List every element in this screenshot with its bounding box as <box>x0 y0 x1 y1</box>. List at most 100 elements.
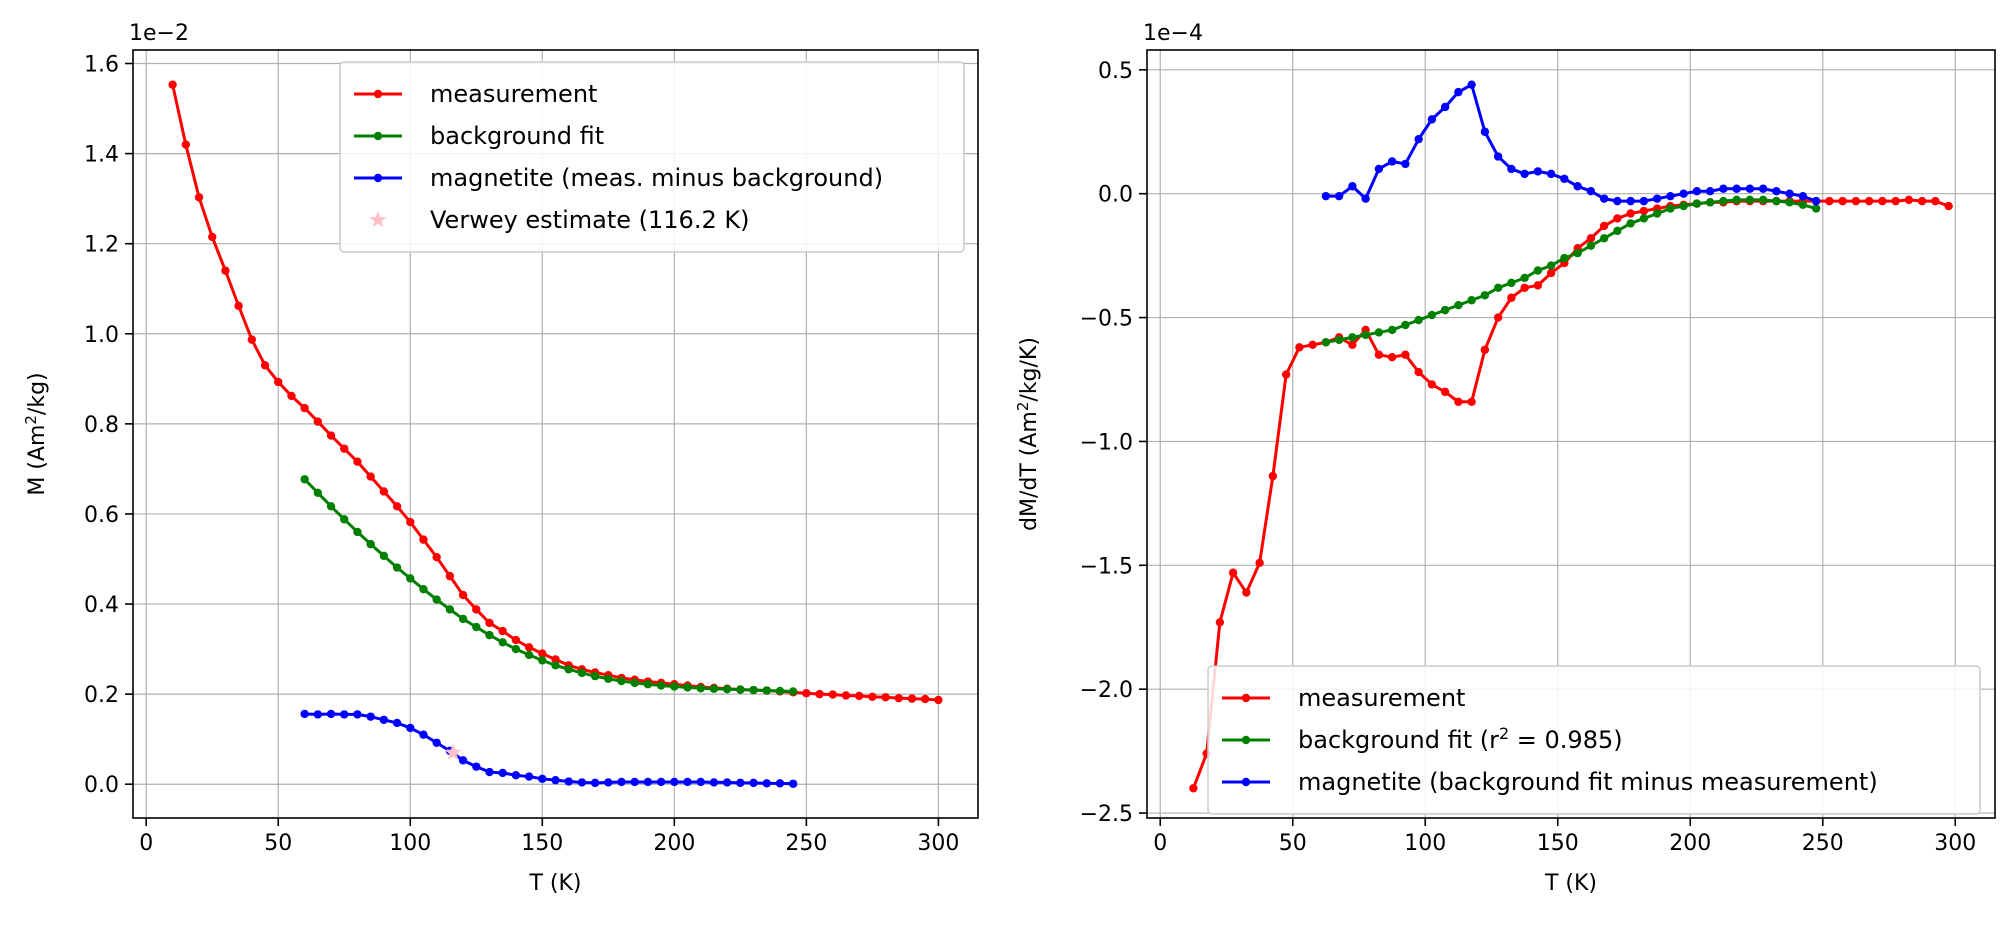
data-point <box>1613 226 1622 236</box>
data-point <box>670 682 679 691</box>
data-point <box>1493 313 1503 322</box>
data-point <box>1361 330 1370 340</box>
data-point <box>1427 310 1437 320</box>
data-point <box>1361 194 1370 203</box>
data-point <box>1652 209 1662 218</box>
legend-label: measurement <box>1298 684 1465 712</box>
y-axis-label-tail: /kg/K) <box>1017 337 1042 402</box>
data-point <box>1745 184 1755 193</box>
data-point <box>1692 187 1702 196</box>
data-point <box>907 694 917 703</box>
data-point <box>300 403 309 413</box>
data-point <box>1533 167 1543 176</box>
y-tick-label: 1.0 <box>84 323 119 348</box>
data-point <box>326 709 336 719</box>
data-point <box>1440 102 1450 112</box>
data-point <box>1546 261 1556 270</box>
data-point <box>1811 204 1821 213</box>
data-point <box>617 777 626 787</box>
x-tick-label: 300 <box>1934 831 1976 856</box>
y-axis-label-tail: /kg) <box>25 372 50 415</box>
data-point <box>1639 214 1649 223</box>
data-point <box>1944 201 1953 211</box>
data-point <box>1414 367 1423 377</box>
data-point <box>590 671 600 681</box>
legend-box <box>1207 665 1981 815</box>
data-point <box>274 377 283 387</box>
data-point <box>1374 164 1384 174</box>
data-point <box>1613 214 1622 223</box>
data-point <box>458 756 468 765</box>
y-tick-label: 1.6 <box>84 53 119 78</box>
x-axis-label: T (K) <box>528 871 581 896</box>
data-point <box>1679 201 1688 211</box>
data-point <box>1745 195 1755 205</box>
data-point <box>379 715 389 725</box>
data-point <box>313 710 323 719</box>
data-point <box>419 730 428 739</box>
data-point <box>551 655 560 664</box>
y-axis-label-main: dM/dT (Am <box>1017 411 1042 531</box>
data-point <box>392 563 402 572</box>
data-point <box>1507 164 1516 174</box>
data-point <box>432 552 441 562</box>
legend-item: background fit (r2 = 0.985) <box>1222 724 1623 754</box>
legend-marker <box>373 173 383 183</box>
x-tick-label: 250 <box>785 831 827 856</box>
y-tick-label: −2.5 <box>1080 802 1133 827</box>
data-point <box>1546 169 1556 179</box>
data-point <box>1507 293 1516 302</box>
data-point <box>1785 189 1794 198</box>
data-point <box>1931 196 1940 206</box>
data-point <box>1255 558 1264 568</box>
data-point <box>366 472 375 481</box>
legend-label: magnetite (background fit minus measurem… <box>1298 768 1878 796</box>
data-point <box>432 738 441 747</box>
y-tick-label: 0.6 <box>84 503 119 528</box>
data-point <box>313 488 323 497</box>
data-point <box>656 681 666 690</box>
legend-label: background fit (r2 = 0.985) <box>1298 724 1623 754</box>
data-point <box>538 656 547 665</box>
data-point <box>181 140 191 149</box>
data-point <box>696 777 705 787</box>
data-point <box>485 767 494 777</box>
data-point <box>1268 471 1278 481</box>
data-point <box>366 712 375 721</box>
y-tick-label: 0.5 <box>1098 59 1133 84</box>
x-axis-label: T (K) <box>1544 871 1597 896</box>
legend-star-icon <box>369 211 387 228</box>
data-point <box>1374 350 1384 359</box>
chart-magnetization-vs-temperature: 0 50 100 150 200 250 300 0.0 0.2 0.4 0.6 0.8 1.0 1.2 1… <box>22 21 979 896</box>
data-point <box>1785 198 1794 207</box>
series-background-fit <box>1321 195 1821 347</box>
legend-box <box>339 61 965 253</box>
y-tick-label: −0.5 <box>1080 307 1133 332</box>
data-point <box>1414 315 1423 325</box>
data-point <box>1626 209 1635 218</box>
chart-derivative-vs-temperature: 0 50 100 150 200 250 300 −2.5 −2.0 −1.5 −1.0 −0.5 0.… <box>1014 21 1996 896</box>
data-point <box>1387 353 1397 362</box>
series-line <box>1325 83 1817 203</box>
data-point <box>498 638 507 647</box>
x-tick-label: 100 <box>389 831 431 856</box>
legend-item: background fit <box>354 122 604 150</box>
data-point <box>564 777 573 786</box>
data-point <box>1573 182 1582 191</box>
data-point <box>1334 335 1344 345</box>
legend-label: Verwey estimate (116.2 K) <box>430 206 749 234</box>
data-point <box>340 710 349 719</box>
data-point <box>194 193 204 202</box>
data-point <box>749 685 758 695</box>
data-point <box>472 622 481 632</box>
data-point <box>511 635 521 645</box>
data-point <box>168 80 177 89</box>
series-group <box>1189 80 1953 793</box>
data-point <box>881 693 890 702</box>
data-point <box>1387 325 1397 335</box>
data-point <box>1401 159 1410 169</box>
legend-label: magnetite (meas. minus background) <box>430 164 883 192</box>
data-point <box>1573 248 1582 258</box>
data-point <box>287 391 296 401</box>
